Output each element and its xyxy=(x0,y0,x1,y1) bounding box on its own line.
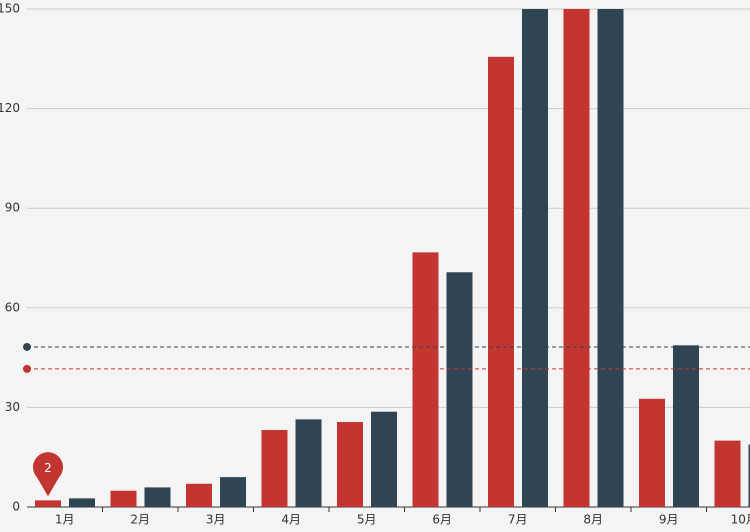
bar xyxy=(714,440,741,507)
y-tick-label: 90 xyxy=(5,201,20,215)
x-tick-label: 4月 xyxy=(281,513,301,527)
bar xyxy=(748,444,750,507)
bar xyxy=(186,483,212,507)
y-tick-label: 120 xyxy=(0,101,20,115)
bar xyxy=(412,252,439,507)
bar xyxy=(673,345,699,507)
bar xyxy=(261,429,288,507)
y-tick-label: 60 xyxy=(5,300,20,314)
average-dot xyxy=(23,364,31,373)
x-tick-label: 7月 xyxy=(508,513,528,527)
average-dot xyxy=(23,342,31,351)
bar xyxy=(295,419,322,507)
bar xyxy=(35,500,61,507)
x-tick-label: 6月 xyxy=(432,513,452,527)
x-tick-label: 9月 xyxy=(659,513,679,527)
bar xyxy=(144,487,171,507)
x-tick-label: 3月 xyxy=(206,513,226,527)
x-tick-label: 8月 xyxy=(583,513,603,527)
mark-point-pin xyxy=(33,452,64,497)
x-tick-label: 2月 xyxy=(130,513,150,527)
y-tick-label: 150 xyxy=(0,2,20,16)
bar xyxy=(220,477,246,507)
x-tick-label: 10月 xyxy=(731,513,750,527)
plot-area xyxy=(35,9,750,507)
bar xyxy=(446,272,473,507)
bar xyxy=(639,398,665,507)
x-tick-label: 5月 xyxy=(357,513,377,527)
bar xyxy=(597,9,624,507)
bar xyxy=(488,56,514,507)
y-tick-label: 30 xyxy=(5,400,20,414)
mark-point-label: 2 xyxy=(44,461,52,475)
bar xyxy=(563,9,590,507)
bar xyxy=(110,490,137,507)
x-tick-label: 1月 xyxy=(55,513,75,527)
y-tick-label: 0 xyxy=(12,500,20,514)
bar xyxy=(522,9,548,507)
bar xyxy=(337,422,363,507)
bar xyxy=(371,411,397,507)
bar xyxy=(69,498,95,507)
